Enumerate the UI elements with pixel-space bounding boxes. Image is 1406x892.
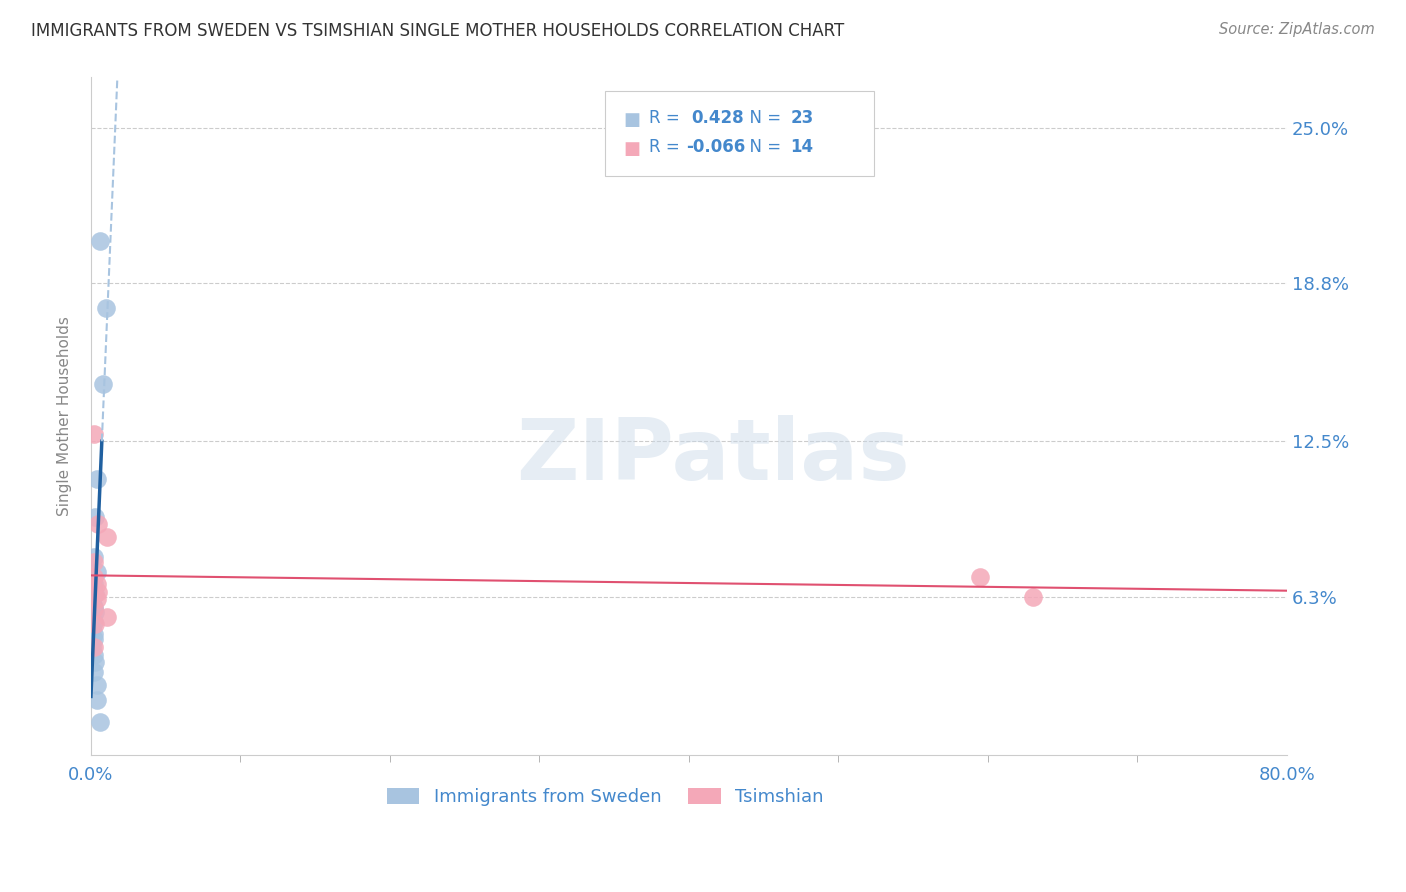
Text: 14: 14 (790, 138, 814, 156)
Point (87, 584, 110, 599)
Point (84, 605, 107, 619)
Point (83, 640, 105, 654)
Point (86, 565, 108, 579)
Point (83, 549, 105, 564)
Point (83, 599, 105, 614)
FancyBboxPatch shape (605, 91, 875, 176)
Text: N =: N = (740, 110, 786, 128)
Text: Source: ZipAtlas.com: Source: ZipAtlas.com (1219, 22, 1375, 37)
Text: R =: R = (650, 138, 685, 156)
Point (83, 632, 105, 647)
Text: ■: ■ (623, 140, 640, 159)
Text: IMMIGRANTS FROM SWEDEN VS TSIMSHIAN SINGLE MOTHER HOUSEHOLDS CORRELATION CHART: IMMIGRANTS FROM SWEDEN VS TSIMSHIAN SING… (31, 22, 844, 40)
Point (86, 577, 108, 591)
Point (83, 570, 105, 584)
Point (86, 692, 108, 706)
Point (83, 648, 105, 662)
Point (83, 615, 105, 629)
Point (89, 715, 111, 730)
Point (83, 577, 105, 591)
Text: -0.066: -0.066 (686, 138, 745, 156)
Point (84, 617, 107, 632)
Point (91, 376, 114, 391)
Point (86, 678, 108, 692)
Point (82, 640, 104, 654)
Point (96, 530, 118, 544)
Point (83, 665, 105, 679)
Point (96, 610, 118, 624)
Point (83, 555, 105, 569)
Point (82, 595, 104, 609)
Legend: Immigrants from Sweden, Tsimshian: Immigrants from Sweden, Tsimshian (380, 780, 831, 814)
Point (94, 301, 117, 316)
Text: R =: R = (650, 110, 690, 128)
Point (83, 627, 105, 641)
Point (84, 587, 107, 601)
Point (89, 234, 111, 248)
Point (84, 509, 107, 524)
Point (83, 426, 105, 441)
Text: N =: N = (740, 138, 786, 156)
Point (82, 623, 104, 637)
Text: 23: 23 (790, 110, 814, 128)
Y-axis label: Single Mother Households: Single Mother Households (58, 317, 72, 516)
Point (969, 570, 991, 584)
Text: ZIPatlas: ZIPatlas (516, 416, 910, 499)
Point (86, 592, 108, 607)
Point (87, 517, 110, 532)
Text: ■: ■ (623, 112, 640, 129)
Point (83, 602, 105, 616)
Point (86, 472, 108, 486)
Point (84, 655, 107, 669)
Point (1021, 590, 1043, 604)
Text: 0.428: 0.428 (692, 110, 744, 128)
